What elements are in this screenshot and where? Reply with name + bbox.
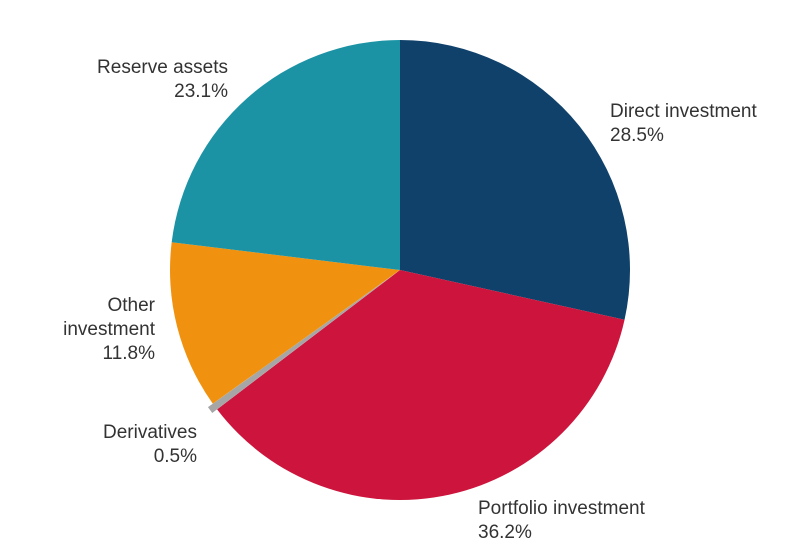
label-reserve-assets: Reserve assets 23.1% bbox=[97, 56, 228, 104]
label-portfolio-investment: Portfolio investment 36.2% bbox=[478, 497, 645, 545]
pie-slice-derivatives bbox=[207, 273, 396, 413]
slice-value: 11.8% bbox=[102, 343, 155, 364]
pie-slice-portfolio-investment bbox=[217, 270, 625, 500]
slice-label-2: investment bbox=[63, 319, 155, 340]
slice-label: Reserve assets bbox=[97, 57, 228, 78]
slice-value: 23.1% bbox=[174, 81, 228, 102]
pie-slice-other-investment bbox=[170, 242, 400, 404]
slice-value: 0.5% bbox=[153, 446, 197, 467]
pie-slice-reserve-assets bbox=[171, 40, 400, 270]
slice-label: Portfolio investment bbox=[478, 498, 645, 519]
label-other-investment: Other investment 11.8% bbox=[63, 294, 155, 366]
label-derivatives: Derivatives 0.5% bbox=[103, 421, 197, 469]
slice-value: 36.2% bbox=[478, 522, 532, 543]
slice-value: 28.5% bbox=[610, 125, 664, 146]
pie-slice-direct-investment bbox=[400, 40, 630, 320]
slice-label: Derivatives bbox=[103, 422, 197, 443]
slice-label: Direct investment bbox=[610, 101, 757, 122]
slice-label: Other bbox=[107, 295, 155, 316]
label-direct-investment: Direct investment 28.5% bbox=[610, 100, 757, 148]
